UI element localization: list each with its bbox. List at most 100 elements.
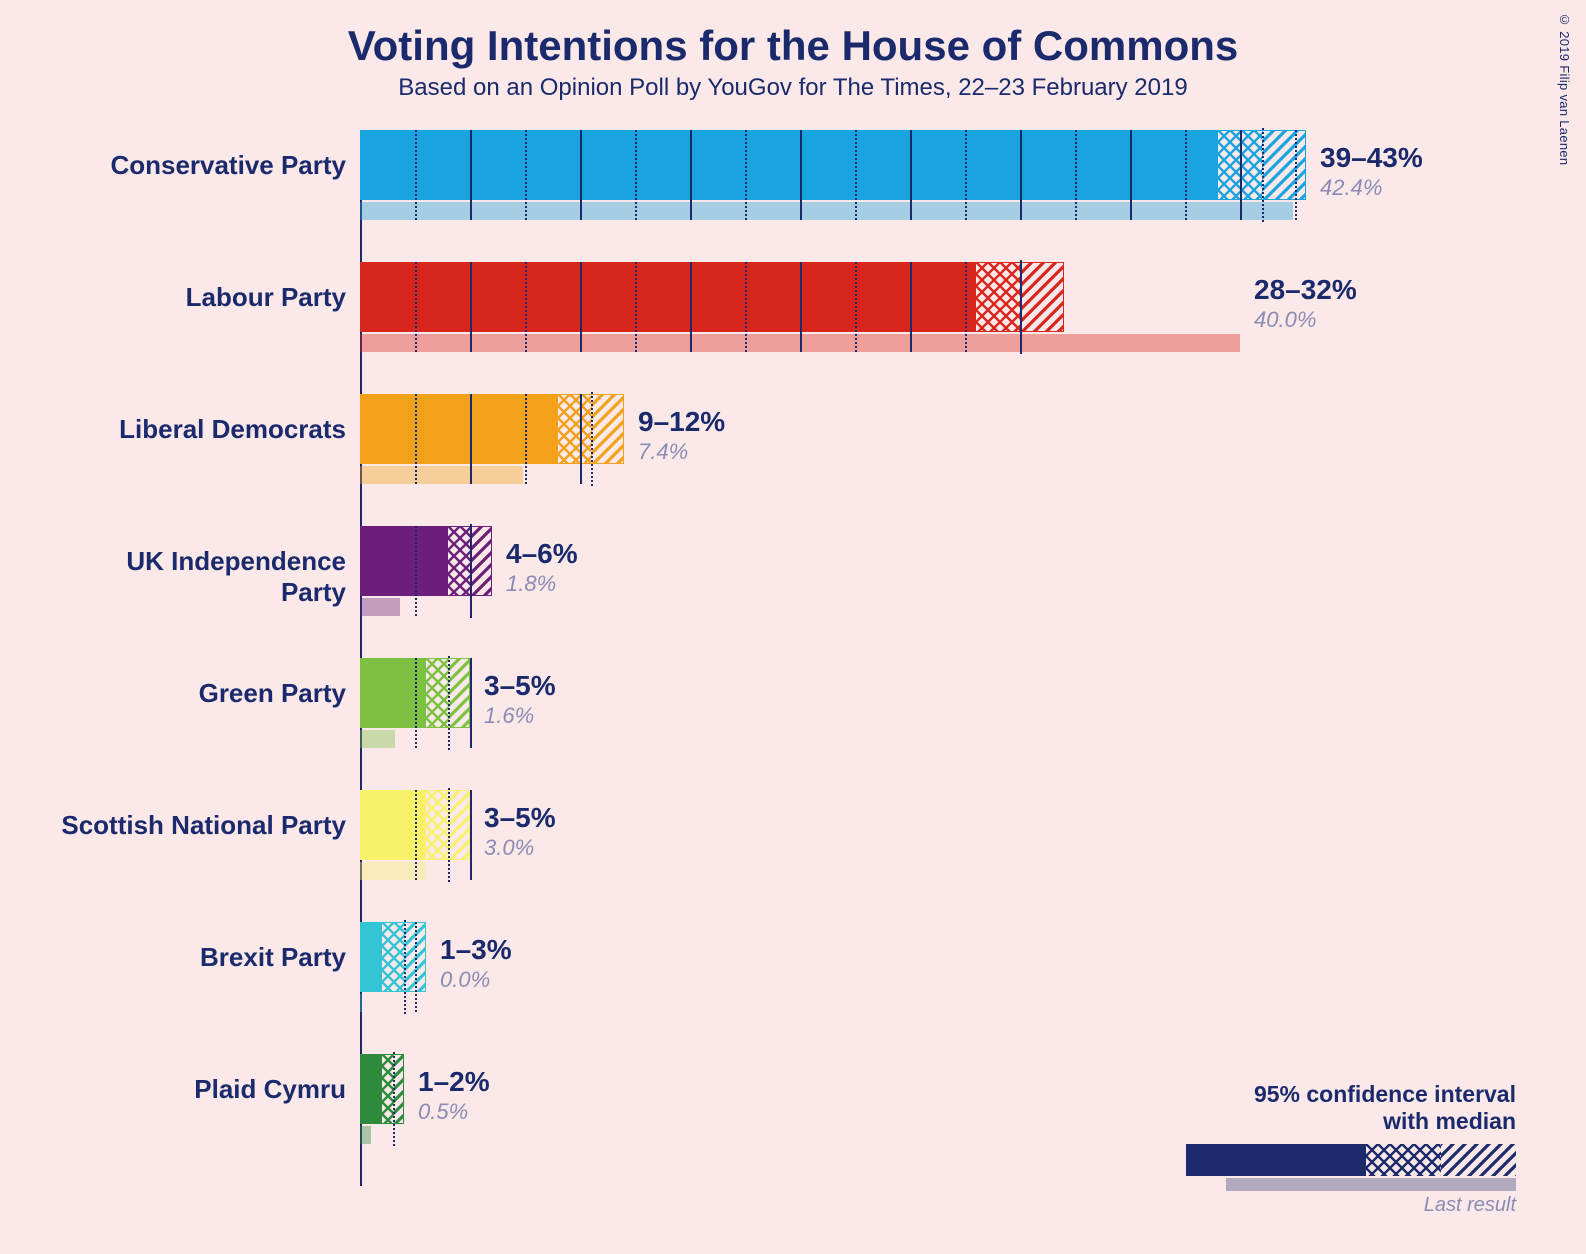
gridline bbox=[1130, 130, 1132, 220]
gridline bbox=[415, 262, 417, 352]
gridline bbox=[1020, 130, 1022, 220]
bar-ci-lower bbox=[382, 922, 404, 992]
gridline bbox=[415, 526, 417, 616]
bar-ci-lower bbox=[976, 262, 1020, 332]
gridline bbox=[470, 790, 472, 880]
gridline bbox=[580, 130, 582, 220]
last-result-label: 0.0% bbox=[440, 967, 490, 993]
gridline bbox=[470, 526, 472, 616]
median-marker bbox=[591, 392, 593, 486]
party-row: Conservative Party39–43%42.4% bbox=[60, 120, 1526, 244]
gridline bbox=[415, 790, 417, 880]
party-label: Plaid Cymru bbox=[60, 1074, 346, 1105]
chart-title: Voting Intentions for the House of Commo… bbox=[0, 0, 1586, 70]
median-marker bbox=[1262, 128, 1264, 222]
bar-last-result bbox=[360, 466, 523, 484]
party-label: Green Party bbox=[60, 678, 346, 709]
legend-last-label: Last result bbox=[1424, 1194, 1516, 1217]
gridline bbox=[1075, 130, 1077, 220]
gridline bbox=[690, 130, 692, 220]
party-row: Scottish National Party3–5%3.0% bbox=[60, 780, 1526, 904]
gridline bbox=[580, 394, 582, 484]
gridline bbox=[525, 394, 527, 484]
gridline bbox=[855, 262, 857, 352]
copyright-text: © 2019 Filip van Laenen bbox=[1557, 12, 1572, 165]
party-label: UK Independence Party bbox=[60, 546, 346, 608]
party-label: Labour Party bbox=[60, 282, 346, 313]
gridline bbox=[910, 130, 912, 220]
bar-solid bbox=[360, 262, 976, 332]
range-label: 28–32% bbox=[1254, 274, 1357, 306]
last-result-label: 42.4% bbox=[1320, 175, 1382, 201]
bar-solid bbox=[360, 130, 1218, 200]
gridline bbox=[690, 262, 692, 352]
party-row: Green Party 3–5%1.6% bbox=[60, 648, 1526, 772]
bar-ci-upper bbox=[1262, 130, 1306, 200]
gridline bbox=[635, 262, 637, 352]
gridline bbox=[415, 394, 417, 484]
gridline bbox=[800, 130, 802, 220]
bar-ci-upper bbox=[470, 526, 492, 596]
gridline bbox=[855, 130, 857, 220]
gridline bbox=[415, 130, 417, 220]
bar-ci-upper bbox=[448, 658, 470, 728]
bar-ci-lower bbox=[448, 526, 470, 596]
bar-solid bbox=[360, 922, 382, 992]
gridline bbox=[415, 658, 417, 748]
legend: 95% confidence interval with median Last… bbox=[1186, 1081, 1516, 1194]
range-label: 3–5% bbox=[484, 802, 556, 834]
legend-swatch: Last result bbox=[1186, 1144, 1516, 1194]
bar-solid bbox=[360, 526, 448, 596]
bar-ci-lower bbox=[426, 658, 448, 728]
gridline bbox=[415, 922, 417, 1012]
last-result-label: 1.6% bbox=[484, 703, 534, 729]
chart-subtitle: Based on an Opinion Poll by YouGov for T… bbox=[0, 74, 1586, 102]
median-marker bbox=[448, 656, 450, 750]
bar-solid bbox=[360, 394, 558, 464]
gridline bbox=[635, 130, 637, 220]
bar-last-result bbox=[360, 202, 1293, 220]
gridline bbox=[580, 262, 582, 352]
median-marker bbox=[393, 1052, 395, 1146]
gridline bbox=[470, 262, 472, 352]
last-result-label: 7.4% bbox=[638, 439, 688, 465]
party-label: Scottish National Party bbox=[60, 810, 346, 841]
bar-ci-lower bbox=[558, 394, 591, 464]
gridline bbox=[910, 262, 912, 352]
bar-ci-lower bbox=[426, 790, 448, 860]
gridline bbox=[965, 262, 967, 352]
gridline bbox=[470, 130, 472, 220]
gridline bbox=[1020, 262, 1022, 352]
gridline bbox=[745, 130, 747, 220]
party-row: Brexit Party 1–3%0.0% bbox=[60, 912, 1526, 1036]
last-result-label: 40.0% bbox=[1254, 307, 1316, 333]
bar-chart: Conservative Party39–43%42.4%Labour Part… bbox=[60, 120, 1526, 1190]
bar-last-result bbox=[360, 1126, 371, 1144]
party-row: Labour Party 28–32%40.0% bbox=[60, 252, 1526, 376]
gridline bbox=[1240, 130, 1242, 220]
legend-title: 95% confidence interval with median bbox=[1186, 1081, 1516, 1136]
party-label: Liberal Democrats bbox=[60, 414, 346, 445]
gridline bbox=[470, 394, 472, 484]
bar-ci-upper bbox=[591, 394, 624, 464]
bar-ci-lower bbox=[382, 1054, 393, 1124]
gridline bbox=[965, 130, 967, 220]
range-label: 1–3% bbox=[440, 934, 512, 966]
gridline bbox=[525, 130, 527, 220]
range-label: 9–12% bbox=[638, 406, 725, 438]
bar-solid bbox=[360, 1054, 382, 1124]
median-marker bbox=[448, 788, 450, 882]
party-label: Brexit Party bbox=[60, 942, 346, 973]
range-label: 3–5% bbox=[484, 670, 556, 702]
gridline bbox=[470, 658, 472, 748]
range-label: 1–2% bbox=[418, 1066, 490, 1098]
gridline bbox=[1295, 130, 1297, 220]
bar-ci-upper bbox=[1020, 262, 1064, 332]
bar-last-result bbox=[360, 598, 400, 616]
last-result-label: 0.5% bbox=[418, 1099, 468, 1125]
gridline bbox=[525, 262, 527, 352]
bar-last-result bbox=[360, 730, 395, 748]
gridline bbox=[745, 262, 747, 352]
range-label: 4–6% bbox=[506, 538, 578, 570]
gridline bbox=[800, 262, 802, 352]
